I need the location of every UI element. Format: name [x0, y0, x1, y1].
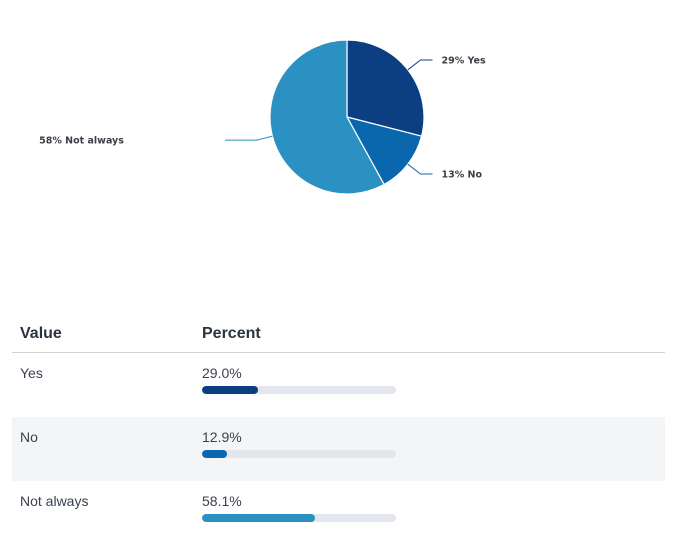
table-row: No 12.9% — [12, 417, 665, 481]
table-row: Not always 58.1% — [12, 481, 665, 545]
pie-label: 13% No — [441, 170, 482, 181]
pie-chart: 29% Yes 13% No 58% Not always — [0, 0, 679, 250]
table-row: Yes 29.0% — [12, 353, 665, 418]
pie-label: 58% Not always — [39, 136, 124, 147]
pie-label: 29% Yes — [441, 55, 485, 66]
percent-bar-fill — [202, 450, 228, 458]
percent-bar-fill — [202, 386, 259, 394]
pie-leader-line — [407, 59, 433, 71]
row-percent-text: 58.1% — [202, 493, 242, 509]
pie-leader-line — [407, 163, 433, 175]
percent-bar-fill — [202, 514, 315, 522]
pie-slice-no — [345, 116, 423, 186]
row-percent-text: 12.9% — [202, 429, 242, 445]
table-header-row: Value Percent — [12, 316, 665, 353]
pie-slice-not-always — [269, 39, 385, 195]
row-percent-cell: 12.9% — [202, 417, 665, 481]
row-value-label: Yes — [20, 365, 43, 381]
row-percent-cell: 58.1% — [202, 481, 665, 545]
value-column-header: Value — [12, 316, 202, 353]
row-percent-text: 29.0% — [202, 365, 242, 381]
percent-column-header: Percent — [202, 316, 665, 353]
percent-bar-track — [202, 386, 396, 394]
row-value-label: No — [12, 417, 202, 481]
row-percent-cell: 29.0% — [202, 353, 665, 418]
results-table: Value Percent Yes 29.0% No 12.9% Not a — [12, 316, 665, 545]
percent-bar-track — [202, 450, 396, 458]
row-value-label: Not always — [20, 493, 89, 509]
pie-leader-line — [224, 135, 273, 141]
pie-chart-svg: 29% Yes 13% No 58% Not always — [39, 39, 486, 195]
percent-bar-track — [202, 514, 396, 522]
